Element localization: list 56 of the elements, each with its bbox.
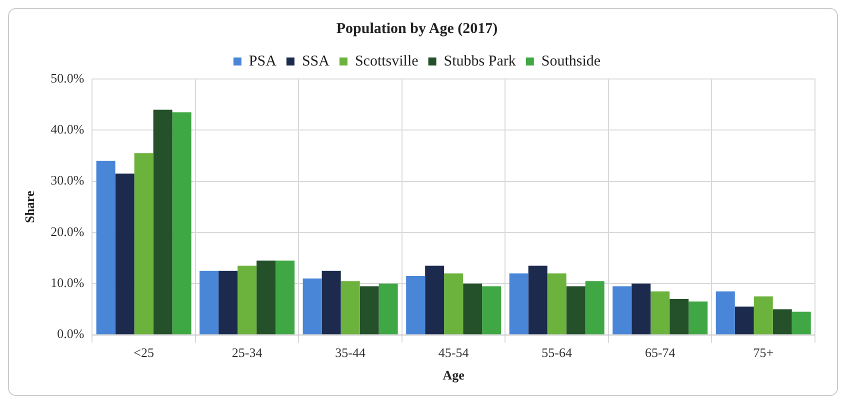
bar (734, 306, 754, 334)
bar (444, 273, 464, 334)
x-tick-label: 35-44 (335, 345, 366, 360)
y-tick-label: 30.0% (50, 172, 84, 188)
y-tick-label: 20.0% (50, 224, 84, 239)
bar (650, 291, 670, 334)
y-axis-title: Share (22, 190, 38, 224)
chart-title: Population by Age (2017) (336, 20, 498, 37)
bar (218, 270, 238, 334)
y-tick-label: 50.0% (50, 70, 84, 86)
bar (716, 291, 735, 334)
x-tick-label: 55-64 (542, 345, 573, 360)
bar (340, 281, 360, 334)
bar (670, 298, 689, 334)
x-axis-title: Age (442, 368, 465, 383)
bar (256, 260, 276, 334)
bar (482, 286, 502, 334)
bar (200, 270, 219, 334)
legend-label: Scottsville (354, 53, 419, 70)
bar (406, 276, 426, 334)
bar (585, 281, 604, 334)
bar (360, 286, 379, 334)
bar (792, 312, 811, 334)
bar (754, 296, 773, 334)
bar (172, 112, 192, 334)
y-tick-label: 10.0% (50, 275, 84, 290)
bar (566, 286, 586, 334)
bar (96, 160, 116, 334)
y-tick-label: 0.0% (57, 326, 84, 342)
x-tick-label: 65-74 (644, 345, 676, 360)
bar (612, 286, 632, 334)
bar (322, 270, 341, 334)
bar (547, 273, 566, 334)
bar (463, 284, 482, 334)
bar (378, 284, 398, 334)
bar (425, 266, 444, 334)
bar (772, 309, 792, 334)
x-tick-label: 75+ (753, 345, 774, 360)
legend-label: SSA (302, 53, 330, 70)
legend-label: PSA (248, 53, 277, 70)
bar (238, 266, 257, 334)
bar (528, 266, 548, 334)
bar (115, 174, 134, 334)
legend-label: Southside (541, 53, 601, 70)
y-tick-label: 40.0% (50, 122, 84, 137)
bar (153, 110, 172, 334)
bar (276, 260, 295, 334)
bar (688, 302, 708, 334)
x-tick-label: 25-34 (232, 345, 263, 360)
x-tick-label: <25 (134, 345, 154, 360)
bar (302, 278, 322, 334)
bar (509, 273, 528, 334)
legend-label: Stubbs Park (444, 53, 516, 70)
bar (134, 153, 154, 334)
bar (632, 284, 651, 334)
x-tick-label: 45-54 (438, 345, 470, 360)
